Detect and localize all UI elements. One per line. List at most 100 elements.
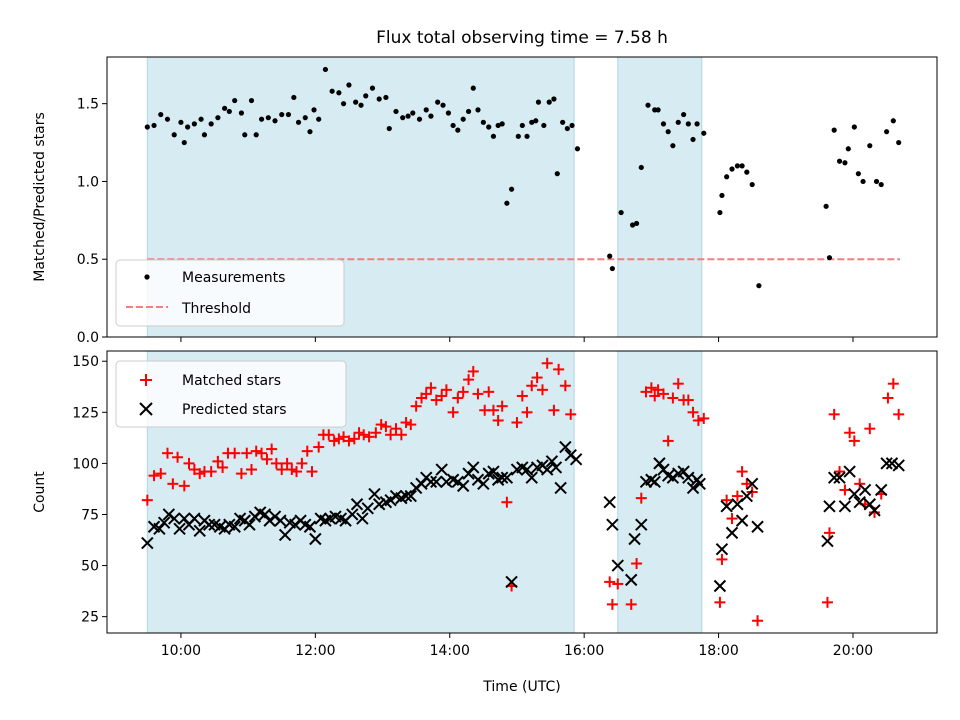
measurement-point — [823, 203, 829, 209]
matched-star-point — [625, 598, 637, 610]
y-tick-label: 25 — [81, 610, 99, 626]
measurement-point — [486, 124, 492, 130]
predicted-star-point — [740, 489, 754, 503]
matched-star-point — [692, 414, 704, 426]
matched-star-point — [828, 408, 840, 420]
predicted-star-point — [188, 512, 201, 525]
matched-star-point — [256, 447, 268, 459]
x-tick-label: 14:00 — [430, 643, 470, 659]
measurement-point — [504, 200, 510, 206]
predicted-star-point — [838, 500, 852, 513]
measurement-point — [144, 124, 150, 130]
matched-star-point — [882, 392, 894, 404]
measurement-point — [311, 107, 317, 113]
predicted-star-point — [243, 518, 256, 531]
measurement-point — [307, 129, 313, 135]
measurement-point — [685, 121, 691, 127]
measurement-point — [465, 108, 472, 115]
measurement-point — [428, 113, 434, 119]
measurement-point — [346, 82, 352, 88]
y-tick-label: 1.0 — [77, 174, 99, 190]
predicted-star-point — [167, 512, 181, 525]
matched-star-point — [526, 380, 538, 392]
matched-star-point — [261, 453, 273, 465]
predicted-star-point — [399, 489, 413, 503]
measurement-point — [376, 96, 382, 102]
measurement-point — [842, 160, 848, 166]
measurement-point — [215, 115, 221, 121]
matched-star-point — [281, 457, 293, 469]
measurement-point — [670, 143, 676, 149]
matched-star-point — [452, 392, 464, 404]
predicted-star-point — [713, 579, 727, 593]
measurement-point — [729, 166, 735, 172]
matched-star-point — [463, 374, 475, 386]
top-panel: 0.0 0.5 1.0 1.5 Matched/Predicted stars Mea… — [32, 56, 938, 346]
predicted-star-point — [686, 481, 700, 495]
measurement-point — [291, 94, 297, 101]
x-tick-label: 16:00 — [564, 643, 604, 659]
matched-star-point — [672, 378, 684, 390]
measurement-point — [470, 85, 476, 91]
predicted-star-point — [858, 483, 872, 497]
predicted-star-point — [843, 465, 856, 478]
measurement-point — [681, 111, 687, 118]
matched-star-point — [141, 494, 153, 506]
matched-star-point — [721, 494, 733, 506]
measurement-point — [701, 130, 707, 136]
y-tick-label: 150 — [72, 354, 99, 370]
matched-star-point — [521, 406, 533, 418]
measurement-point — [272, 118, 278, 124]
matched-star-point — [612, 578, 624, 590]
matched-star-point — [662, 435, 674, 447]
predicted-star-point — [368, 487, 381, 501]
predicted-star-point — [435, 463, 448, 476]
measurement-point — [660, 121, 667, 127]
bottom-panel: 25 50 75 100 125 150 10:00 12:00 14:00 16:00 18:0… — [32, 350, 938, 695]
predicted-star-point — [356, 512, 369, 525]
matched-star-point — [296, 457, 308, 469]
predicted-star-point — [715, 543, 729, 556]
measurement-point — [198, 116, 204, 122]
y-tick-label: 0.0 — [77, 330, 99, 346]
measurement-point — [490, 133, 497, 139]
matched-star-point — [496, 400, 508, 412]
matched-star-point — [241, 447, 253, 459]
matched-star-point — [511, 417, 523, 429]
matched-star-point — [559, 380, 571, 392]
predicted-star-point — [868, 504, 881, 517]
measurement-point — [253, 132, 259, 138]
measurement-point — [201, 132, 208, 138]
matched-star-point — [343, 435, 355, 447]
measurement-point — [164, 116, 171, 122]
measurement-point — [242, 132, 248, 138]
matched-star-point — [848, 435, 860, 447]
measurement-point — [416, 116, 423, 122]
predicted-star-point — [559, 440, 572, 454]
matched-star-point — [370, 427, 382, 439]
measurement-point — [629, 222, 636, 228]
predicted-star-point — [653, 457, 666, 470]
matched-star-point — [235, 468, 247, 480]
measurement-point — [322, 66, 329, 73]
matched-star-point — [492, 414, 504, 426]
measurement-point — [607, 253, 613, 259]
matched-star-point — [536, 384, 548, 396]
predicted-star-point — [853, 496, 866, 509]
measurement-point — [665, 129, 671, 135]
matched-star-point — [250, 445, 262, 457]
measurement-point — [455, 127, 461, 133]
measurement-point — [645, 102, 651, 108]
measurement-point — [724, 174, 730, 180]
matched-star-point — [864, 423, 876, 435]
predicted-star-point — [549, 461, 563, 474]
matched-star-point — [436, 390, 448, 402]
matched-star-point — [440, 384, 452, 396]
predicted-star-point — [606, 518, 619, 531]
measurement-point — [574, 146, 581, 152]
predicted-star-point — [880, 457, 893, 470]
measurement-point — [151, 122, 157, 129]
x-tick-label: 18:00 — [698, 643, 738, 659]
matched-star-point — [844, 427, 856, 439]
predicted-star-point — [569, 453, 583, 466]
